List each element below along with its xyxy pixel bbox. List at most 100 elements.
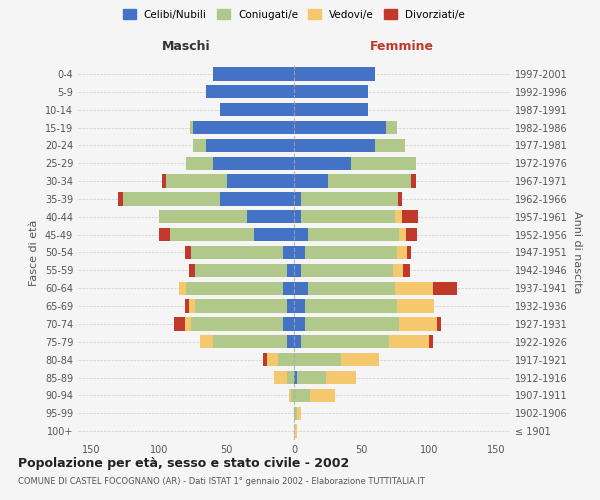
Bar	[170, 228, 254, 241]
Bar	[247, 210, 294, 224]
Bar	[278, 353, 294, 366]
Bar	[326, 371, 356, 384]
Bar	[213, 335, 287, 348]
Bar	[328, 174, 412, 188]
Bar	[191, 246, 283, 259]
Bar	[283, 282, 294, 295]
Bar	[159, 228, 170, 241]
Bar	[196, 300, 287, 313]
Text: Femmine: Femmine	[370, 40, 434, 54]
Bar	[308, 282, 395, 295]
Bar	[196, 264, 287, 277]
Bar	[305, 300, 397, 313]
Bar	[296, 406, 301, 420]
Bar	[301, 335, 389, 348]
Bar	[122, 192, 220, 205]
Bar	[294, 424, 296, 438]
Bar	[400, 228, 406, 241]
Bar	[294, 282, 308, 295]
Y-axis label: Fasce di età: Fasce di età	[29, 220, 39, 286]
Legend: Celibi/Nubili, Coniugati/e, Vedovi/e, Divorziati/e: Celibi/Nubili, Coniugati/e, Vedovi/e, Di…	[119, 5, 469, 24]
Bar	[397, 246, 407, 259]
Bar	[227, 174, 294, 188]
Bar	[395, 282, 433, 295]
Text: Maschi: Maschi	[161, 40, 211, 54]
Bar	[386, 121, 397, 134]
Bar	[254, 228, 294, 241]
Bar	[287, 300, 294, 313]
Bar	[179, 282, 186, 295]
Bar	[305, 317, 400, 330]
Bar	[294, 246, 305, 259]
Bar	[294, 406, 296, 420]
Bar	[206, 138, 294, 152]
Text: COMUNE DI CASTEL FOCOGNANO (AR) - Dati ISTAT 1° gennaio 2002 - Elaborazione TUTT: COMUNE DI CASTEL FOCOGNANO (AR) - Dati I…	[18, 478, 425, 486]
Bar	[289, 388, 292, 402]
Bar	[389, 335, 429, 348]
Y-axis label: Anni di nascita: Anni di nascita	[572, 211, 581, 294]
Bar	[350, 156, 415, 170]
Bar	[412, 174, 416, 188]
Bar	[294, 317, 305, 330]
Text: Popolazione per età, sesso e stato civile - 2002: Popolazione per età, sesso e stato civil…	[18, 458, 349, 470]
Bar	[190, 121, 193, 134]
Bar	[191, 317, 283, 330]
Bar	[301, 264, 392, 277]
Bar	[397, 300, 434, 313]
Bar	[392, 264, 403, 277]
Bar	[283, 246, 294, 259]
Bar	[294, 228, 308, 241]
Bar	[294, 138, 375, 152]
Bar	[294, 210, 301, 224]
Bar	[186, 156, 213, 170]
Bar	[402, 210, 418, 224]
Bar	[294, 67, 375, 80]
Bar	[305, 246, 397, 259]
Bar	[185, 317, 191, 330]
Bar	[199, 335, 213, 348]
Bar	[186, 282, 283, 295]
Bar	[220, 103, 294, 117]
Bar	[159, 210, 247, 224]
Bar	[429, 335, 433, 348]
Bar	[213, 156, 294, 170]
Bar	[395, 210, 402, 224]
Bar	[193, 121, 294, 134]
Bar	[433, 282, 457, 295]
Bar	[206, 85, 294, 98]
Bar	[188, 264, 196, 277]
Bar	[294, 174, 328, 188]
Bar	[294, 388, 310, 402]
Bar	[375, 138, 404, 152]
Bar	[294, 335, 301, 348]
Bar	[308, 228, 400, 241]
Bar	[407, 246, 412, 259]
Bar	[310, 388, 335, 402]
Bar	[287, 371, 294, 384]
Bar	[174, 317, 185, 330]
Bar	[398, 192, 402, 205]
Bar	[294, 300, 305, 313]
Bar	[403, 264, 410, 277]
Bar	[437, 317, 441, 330]
Bar	[213, 67, 294, 80]
Bar	[118, 192, 122, 205]
Bar	[220, 192, 294, 205]
Bar	[283, 317, 294, 330]
Bar	[301, 192, 398, 205]
Bar	[287, 264, 294, 277]
Bar	[294, 353, 341, 366]
Bar	[294, 371, 296, 384]
Bar	[294, 192, 301, 205]
Bar	[274, 371, 287, 384]
Bar	[301, 210, 395, 224]
Bar	[294, 264, 301, 277]
Bar	[161, 174, 166, 188]
Bar	[400, 317, 437, 330]
Bar	[188, 300, 196, 313]
Bar	[294, 85, 368, 98]
Bar	[294, 121, 386, 134]
Bar	[294, 156, 350, 170]
Bar	[193, 138, 206, 152]
Bar	[263, 353, 267, 366]
